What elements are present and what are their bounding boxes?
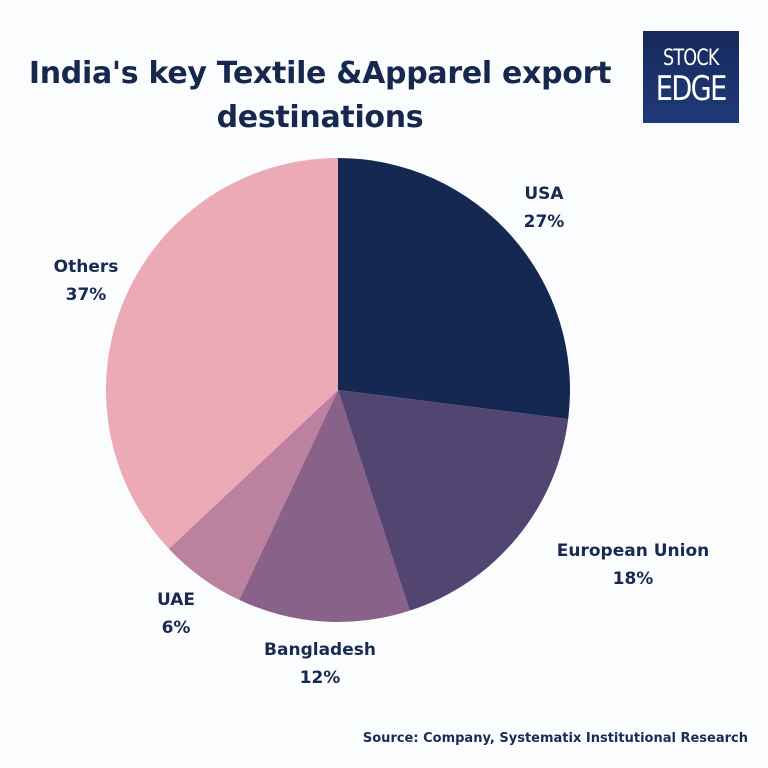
label-usa: USA 27% xyxy=(524,180,565,236)
label-uae-name: UAE xyxy=(156,590,196,610)
label-eu-name: European Union xyxy=(556,541,710,561)
label-european-union: European Union 18% xyxy=(557,537,710,593)
pie-slice-european-union xyxy=(338,390,569,611)
label-others-name: Others xyxy=(53,257,119,277)
pie-slices xyxy=(106,158,570,622)
label-bangladesh-pct: 12% xyxy=(299,668,341,688)
pie-slice-uae xyxy=(168,390,338,600)
label-uae-pct: 6% xyxy=(161,618,191,638)
label-bangladesh: Bangladesh 12% xyxy=(264,636,376,692)
chart-title: India's key Textile &Apparel export dest… xyxy=(0,52,640,140)
label-uae: UAE 6% xyxy=(157,586,195,642)
label-eu-pct: 18% xyxy=(612,569,654,589)
label-usa-pct: 27% xyxy=(523,212,565,232)
pie-slice-bangladesh xyxy=(239,390,410,622)
source-note: Source: Company, Systematix Institutiona… xyxy=(362,731,748,746)
label-usa-name: USA xyxy=(524,184,564,204)
label-bangladesh-name: Bangladesh xyxy=(264,640,376,660)
pie-slice-usa xyxy=(338,158,570,420)
logo-text-stock: STOCK xyxy=(663,46,719,71)
stockedge-logo: STOCK EDGE xyxy=(643,31,739,123)
chart-title-line2: destinations xyxy=(216,100,424,135)
label-others-pct: 37% xyxy=(65,285,107,305)
chart-title-line1: India's key Textile &Apparel export xyxy=(28,56,612,91)
pie-slice-others xyxy=(106,158,338,549)
label-others: Others 37% xyxy=(54,253,119,309)
logo-text-edge: EDGE xyxy=(656,69,728,109)
